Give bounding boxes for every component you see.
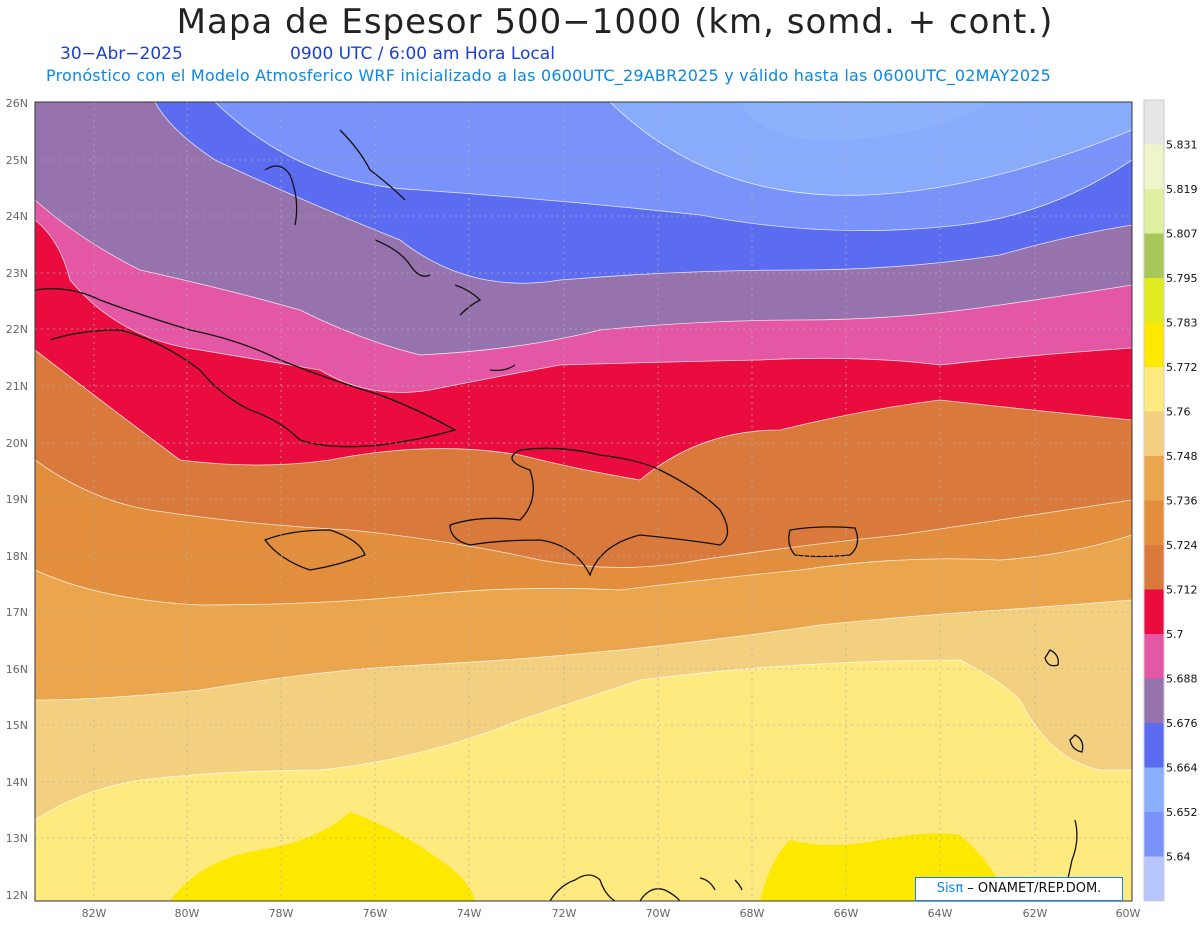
colorbar-label: 5.736 xyxy=(1166,495,1198,508)
lon-label: 76W xyxy=(363,907,388,920)
lat-label: 15N xyxy=(6,719,28,732)
colorbar-label: 5.676 xyxy=(1166,717,1198,730)
colorbar-label: 5.819 xyxy=(1166,183,1198,196)
credit-brand: Sisπ xyxy=(936,881,964,896)
coastlines xyxy=(35,129,1084,901)
lat-label: 19N xyxy=(6,493,28,506)
colorbar-label: 5.724 xyxy=(1166,539,1198,552)
lat-label: 22N xyxy=(6,323,28,336)
colorbar: 5.831 5.819 5.807 5.795 5.783 5.772 5.76 5.748 5… xyxy=(1143,99,1198,902)
lat-label: 21N xyxy=(6,380,28,393)
lat-label: 24N xyxy=(6,210,28,223)
colorbar-label: 5.652 xyxy=(1166,806,1198,819)
colorbar-swatch xyxy=(1144,456,1164,501)
colorbar-swatch xyxy=(1144,411,1164,457)
lon-label: 72W xyxy=(552,907,577,920)
lon-label: 62W xyxy=(1023,907,1048,920)
lon-label: 60W xyxy=(1116,907,1141,920)
grid-lines xyxy=(35,102,1132,901)
colorbar-label: 5.807 xyxy=(1166,228,1198,241)
credit-org: – ONAMET/REP.DOM. xyxy=(963,881,1102,896)
lon-label: 80W xyxy=(175,907,200,920)
colorbar-swatch xyxy=(1144,634,1164,679)
map-plot-area xyxy=(35,102,1132,901)
lon-label: 68W xyxy=(740,907,765,920)
lat-label: 26N xyxy=(6,97,28,110)
lon-label: 74W xyxy=(457,907,482,920)
colorbar-swatch xyxy=(1144,322,1164,368)
lat-label: 25N xyxy=(6,154,28,167)
colorbar-swatch xyxy=(1144,144,1164,190)
forecast-date: 30−Abr−2025 xyxy=(60,44,183,64)
band-5.772-west xyxy=(170,812,475,901)
lon-label: 78W xyxy=(269,907,294,920)
colorbar-label: 5.795 xyxy=(1166,272,1198,285)
colorbar-swatch xyxy=(1144,367,1164,412)
colorbar-swatch xyxy=(1144,812,1164,857)
colorbar-label: 5.688 xyxy=(1166,673,1198,686)
colorbar-label: 5.664 xyxy=(1166,762,1198,775)
colorbar-swatch xyxy=(1144,545,1164,590)
lat-label: 18N xyxy=(6,550,28,563)
colorbar-swatch xyxy=(1144,233,1164,279)
lat-label: 20N xyxy=(6,437,28,450)
colorbar-frame xyxy=(1143,99,1165,902)
map-title: Mapa de Espesor 500−1000 (km, somd. + co… xyxy=(176,2,1054,42)
map-frame xyxy=(34,101,1133,902)
colorbar-swatch xyxy=(1144,589,1164,635)
lon-label: 82W xyxy=(82,907,107,920)
colorbar-swatch xyxy=(1144,856,1164,902)
lat-label: 17N xyxy=(6,606,28,619)
lat-label: 16N xyxy=(6,663,28,676)
colorbar-swatch xyxy=(1144,500,1164,546)
colorbar-label: 5.7 xyxy=(1166,628,1184,641)
lat-axis: 26N 25N 24N 23N 22N 21N 20N 19N 18N 17N … xyxy=(6,97,28,902)
colorbar-swatch xyxy=(1144,723,1164,768)
colorbar-swatch xyxy=(1144,100,1164,145)
colorbar-label: 5.712 xyxy=(1166,584,1198,597)
colorbar-swatch xyxy=(1144,678,1164,724)
colorbar-swatch xyxy=(1144,189,1164,234)
colorbar-swatch xyxy=(1144,767,1164,813)
lon-label: 66W xyxy=(834,907,859,920)
colorbar-swatch xyxy=(1144,278,1164,323)
forecast-time: 0900 UTC / 6:00 am Hora Local xyxy=(290,44,555,64)
lat-label: 13N xyxy=(6,832,28,845)
model-info: Pronóstico con el Modelo Atmosferico WRF… xyxy=(46,66,1052,85)
colorbar-label: 5.64 xyxy=(1166,851,1191,864)
colorbar-label: 5.76 xyxy=(1166,406,1191,419)
credit-box: Sisπ – ONAMET/REP.DOM. xyxy=(915,877,1123,901)
lon-label: 64W xyxy=(928,907,953,920)
band-5.652 xyxy=(610,102,1132,196)
colorbar-label: 5.772 xyxy=(1166,361,1198,374)
colorbar-label: 5.783 xyxy=(1166,317,1198,330)
colorbar-label: 5.831 xyxy=(1166,139,1198,152)
colorbar-label: 5.748 xyxy=(1166,450,1198,463)
lat-label: 14N xyxy=(6,776,28,789)
lon-axis: 82W 80W 78W 76W 74W 72W 70W 68W 66W 64W … xyxy=(82,907,1141,920)
lat-label: 12N xyxy=(6,889,28,902)
lat-label: 23N xyxy=(6,267,28,280)
lon-label: 70W xyxy=(646,907,671,920)
contour-lines xyxy=(35,102,1132,821)
